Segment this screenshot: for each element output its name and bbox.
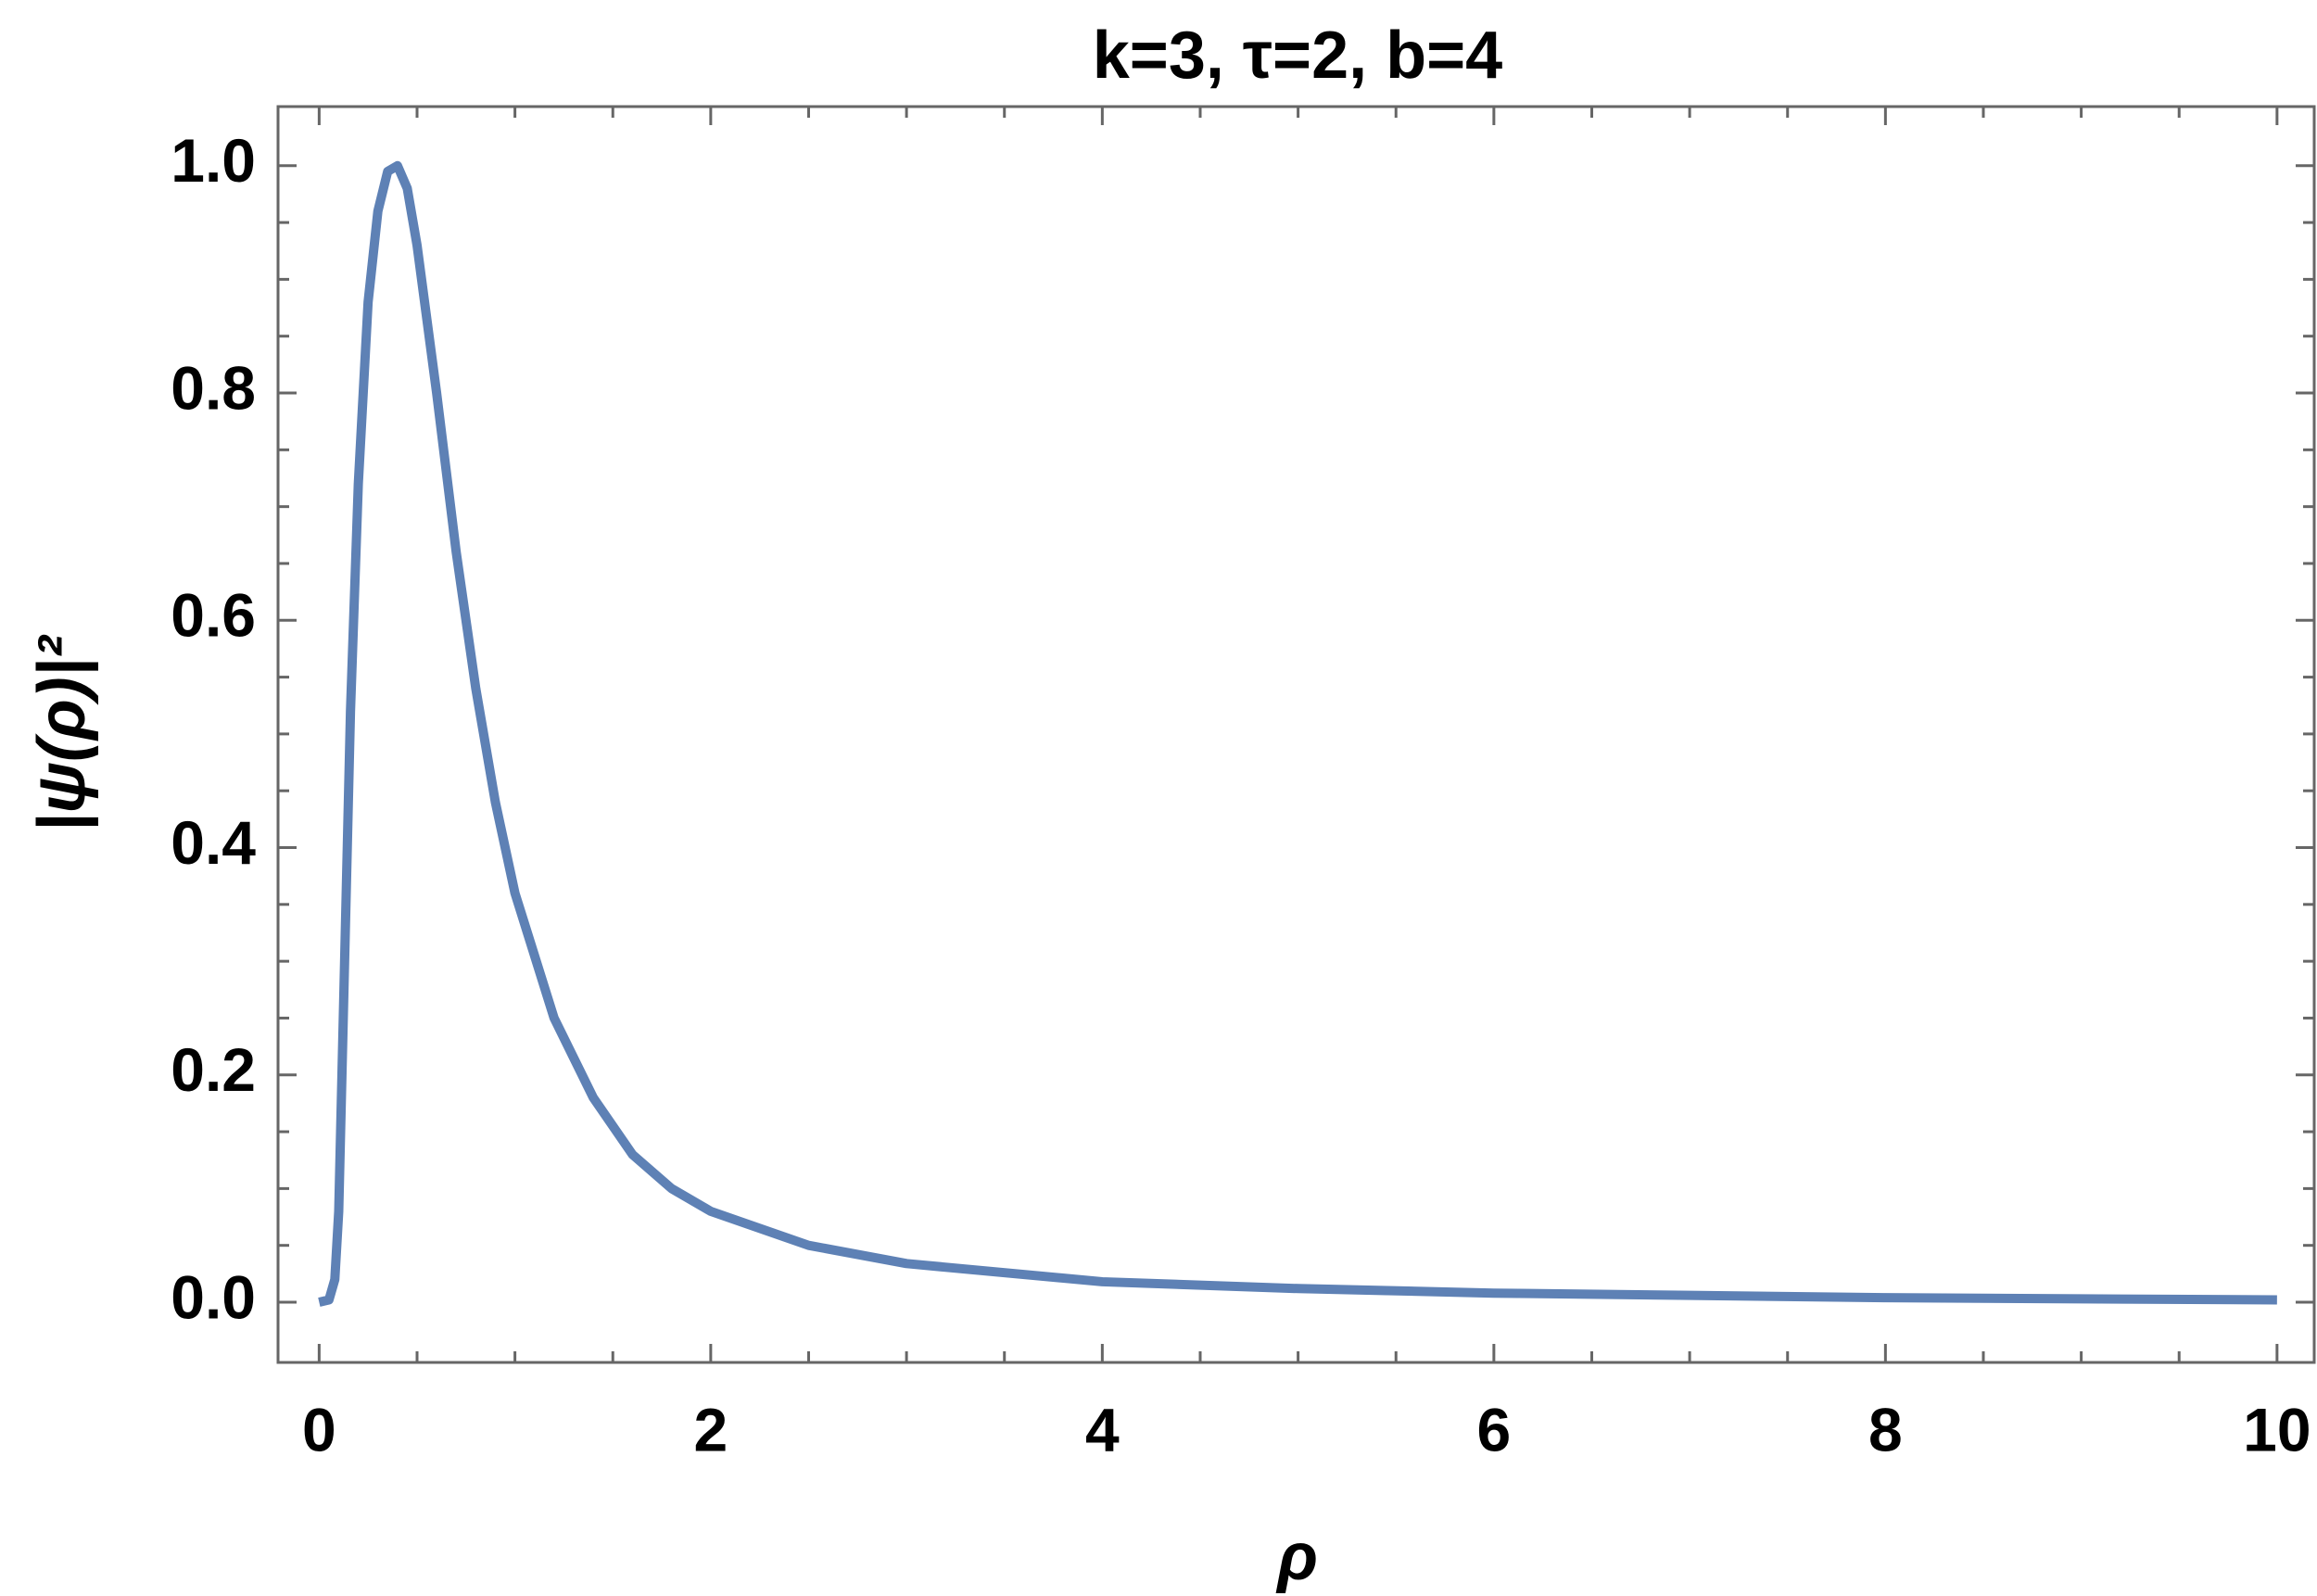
plot-frame [276,105,2316,1364]
y-tick-label: 0.8 [171,353,256,422]
y-tick-label: 0.6 [171,581,256,650]
y-tick-label: 1.0 [171,126,256,195]
y-tick-label: 0.4 [171,808,256,877]
y-axis-label: |ψ(ρ)|² [25,634,99,831]
x-tick-label: 6 [1477,1395,1512,1463]
chart-title: k=3, τ=2, b=4 [1093,19,1502,93]
x-tick-label: 0 [302,1395,336,1463]
y-tick-label: 0.2 [171,1035,256,1104]
x-tick-label: 10 [2243,1395,2311,1463]
x-tick-label: 8 [1868,1395,1903,1463]
x-tick-label: 4 [1085,1395,1120,1463]
x-tick-label: 2 [694,1395,728,1463]
x-axis-label: ρ [1275,1520,1318,1594]
data-line [318,160,2277,1307]
y-tick-label: 0.0 [171,1262,256,1331]
